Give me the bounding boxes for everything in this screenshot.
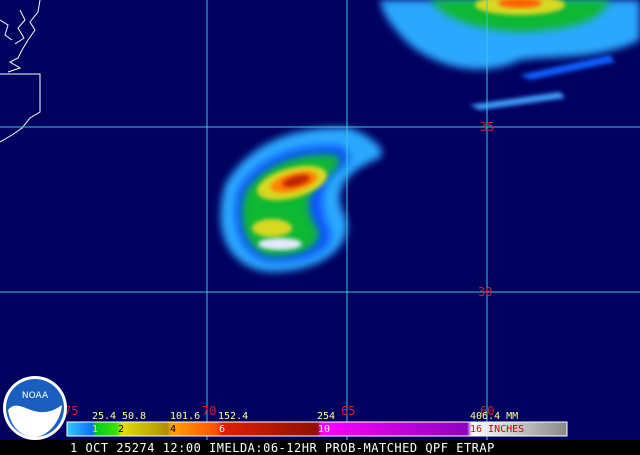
latitude-label: 30 bbox=[478, 285, 492, 299]
legend: 25.4 50.8 101.6 152.4 254 406.4 MM 1 2 4… bbox=[66, 411, 568, 437]
noaa-logo: NOAA bbox=[3, 376, 67, 440]
longitude-label: 65 bbox=[341, 404, 355, 418]
mm-label: 254 bbox=[317, 411, 335, 422]
inch-label: 1 bbox=[92, 424, 98, 435]
mm-label: 152.4 bbox=[218, 411, 248, 422]
longitude-label: 70 bbox=[202, 404, 216, 418]
longitude-label: 75 bbox=[64, 404, 78, 418]
inch-label: 6 bbox=[219, 424, 225, 435]
rainfall bbox=[220, 0, 640, 272]
coastline bbox=[0, 0, 41, 143]
inch-label: 2 bbox=[118, 424, 124, 435]
caption: 1 OCT 25274 12:00 IMELDA:06-12HR PROB-MA… bbox=[70, 441, 495, 455]
inch-label: 16 INCHES bbox=[470, 424, 524, 435]
inch-label: 10 bbox=[318, 424, 330, 435]
logo-text: NOAA bbox=[22, 391, 49, 401]
color-bar bbox=[66, 421, 568, 437]
graticule bbox=[0, 0, 640, 440]
latitude-label: 35 bbox=[480, 120, 494, 134]
longitude-label: 60 bbox=[480, 404, 494, 418]
mm-label: 50.8 bbox=[122, 411, 146, 422]
mm-label: 101.6 bbox=[170, 411, 200, 422]
mm-label: 406.4 MM bbox=[470, 411, 518, 422]
mm-label: 25.4 bbox=[92, 411, 116, 422]
caption-strip bbox=[0, 440, 640, 455]
inch-label: 4 bbox=[170, 424, 176, 435]
